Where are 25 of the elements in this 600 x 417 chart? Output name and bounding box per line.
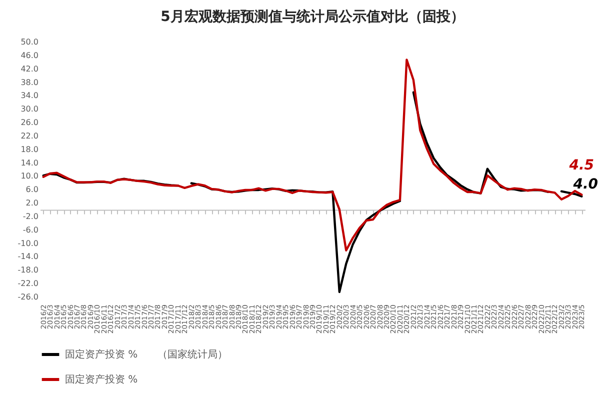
y-tick-label: 22.0 <box>20 131 38 140</box>
y-tick-label: 10.0 <box>20 172 38 181</box>
legend-label: 固定资产投资 % <box>65 374 138 386</box>
y-tick-label: 14.0 <box>20 158 38 168</box>
legend-label: 固定资产投资 % （国家统计局） <box>65 348 228 360</box>
y-tick-label: -2.0 <box>22 212 38 221</box>
y-tick-label: -6.0 <box>22 225 38 234</box>
y-tick-label: -26.0 <box>18 292 38 302</box>
y-tick-label: -18.0 <box>18 266 38 275</box>
y-tick-label: 26.0 <box>20 118 38 128</box>
y-tick-label: 2.0 <box>26 198 38 208</box>
y-tick-label: -22.0 <box>18 279 38 288</box>
y-tick-label: 50.0 <box>20 38 38 46</box>
y-tick-label: 30.0 <box>20 104 38 114</box>
y-tick-label: -14.0 <box>18 252 38 262</box>
data-label: 4.5 <box>568 158 594 174</box>
y-tick-label: -10.0 <box>18 238 38 248</box>
y-tick-label: 6.0 <box>26 185 38 194</box>
y-tick-label: 46.0 <box>20 50 38 60</box>
chart-title: 5月宏观数据预测值与统计局公示值对比（固投） <box>160 8 464 25</box>
y-tick-label: 18.0 <box>20 144 38 154</box>
data-label: 4.0 <box>572 176 598 192</box>
y-tick-label: 38.0 <box>20 78 38 87</box>
y-tick-label: 34.0 <box>20 91 38 100</box>
y-tick-label: 42.0 <box>20 64 38 74</box>
